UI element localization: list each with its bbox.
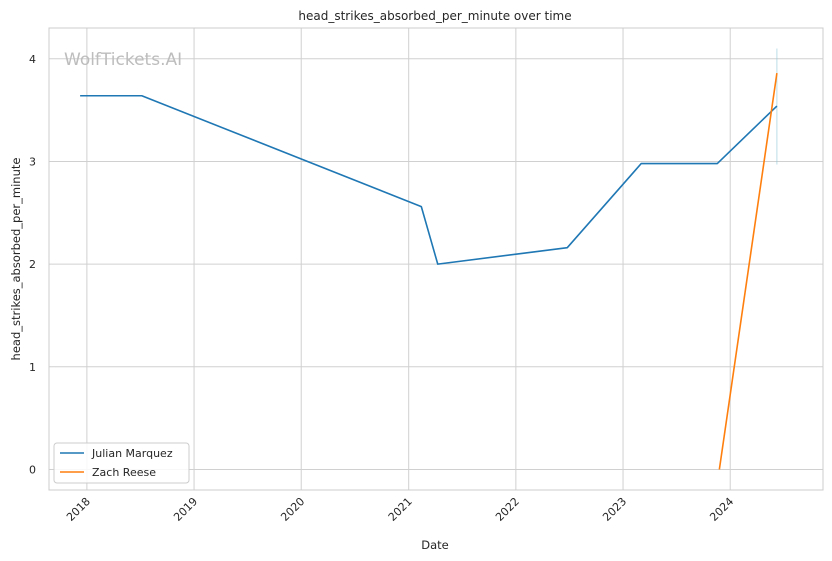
y-tick-label: 3: [29, 155, 36, 168]
legend: Julian Marquez Zach Reese: [53, 442, 190, 484]
legend-label: Zach Reese: [92, 466, 156, 479]
legend-label: Julian Marquez: [91, 447, 173, 460]
y-axis-label: head_strikes_absorbed_per_minute: [9, 158, 23, 361]
chart-title: head_strikes_absorbed_per_minute over ti…: [298, 9, 571, 23]
y-tick-label: 1: [29, 361, 36, 374]
y-tick-label: 2: [29, 258, 36, 271]
series-layer: [80, 73, 778, 470]
plot-area-frame: [48, 27, 824, 491]
y-tick-label: 4: [29, 53, 36, 66]
series-line-2: [718, 73, 778, 470]
y-tick-label: 0: [29, 463, 36, 476]
series-line-1: [80, 94, 778, 265]
x-axis-label: Date: [421, 538, 449, 552]
y-tick-labels: 0 1 2 3 4: [29, 53, 36, 477]
watermark: WolfTickets.AI: [64, 50, 182, 70]
legend-box: [53, 442, 190, 484]
plot-border: [48, 27, 824, 491]
